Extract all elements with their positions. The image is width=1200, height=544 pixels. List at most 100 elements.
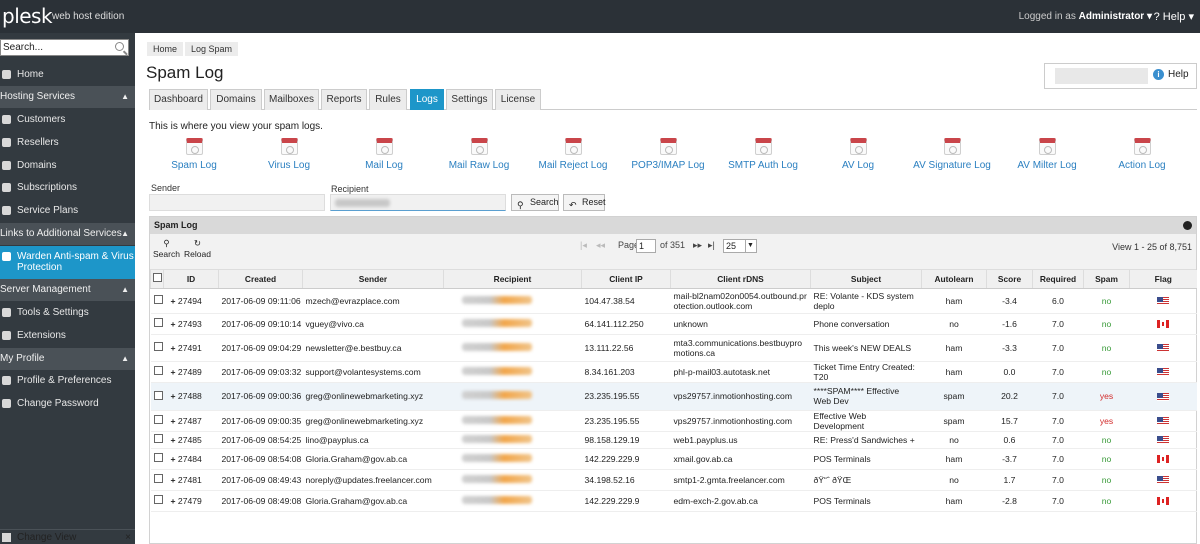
log-link-av-milter[interactable]: AV Milter Log (1002, 138, 1092, 171)
row-checkbox[interactable] (153, 318, 163, 327)
expand-icon[interactable]: + (170, 453, 176, 464)
column-header-id[interactable]: ID (163, 270, 219, 289)
tab-domains[interactable]: Domains (210, 89, 262, 110)
expand-icon[interactable]: + (170, 434, 176, 445)
first-page-icon[interactable]: |◂ (580, 240, 587, 250)
expand-icon[interactable]: + (170, 391, 176, 401)
column-header-created[interactable]: Created (218, 270, 303, 289)
log-link-action[interactable]: Action Log (1097, 138, 1187, 171)
table-row[interactable]: + 27485 2017-06-09 08:54:25 lino@payplus.c… (150, 431, 1197, 449)
column-header-spam[interactable]: Spam (1083, 270, 1130, 289)
select-all-checkbox[interactable] (152, 273, 162, 283)
search-icon[interactable] (115, 42, 124, 51)
log-link-virus[interactable]: Virus Log (244, 138, 334, 171)
table-row[interactable]: + 27484 2017-06-09 08:54:08 Gloria.Graham@… (150, 448, 1197, 470)
sidebar-item-change-password[interactable]: Change Password (0, 393, 135, 415)
sidebar-item-service-plans[interactable]: Service Plans (0, 200, 135, 222)
expand-icon[interactable]: + (170, 415, 176, 426)
prev-page-icon[interactable]: ◂◂ (596, 240, 606, 250)
row-checkbox[interactable] (153, 390, 163, 400)
breadcrumb-current[interactable]: Log Spam (185, 42, 239, 56)
next-page-icon[interactable]: ▸▸ (693, 240, 703, 250)
row-checkbox[interactable] (153, 295, 163, 304)
change-view-button[interactable]: Change View × (0, 529, 135, 544)
log-link-mail[interactable]: Mail Log (339, 138, 429, 171)
expand-icon[interactable]: + (170, 495, 176, 506)
sidebar-item-warden[interactable]: Warden Anti-spam & Virus Protection (0, 246, 135, 280)
tab-reports[interactable]: Reports (321, 89, 367, 110)
sidebar-item-resellers[interactable]: Resellers (0, 132, 135, 154)
log-link-av[interactable]: AV Log (813, 138, 903, 171)
sidebar-section-hosting[interactable]: Hosting Services ▲ (0, 86, 135, 108)
log-link-av-signature[interactable]: AV Signature Log (907, 138, 997, 171)
sidebar-item-tools[interactable]: Tools & Settings (0, 302, 135, 324)
column-header-client-ip[interactable]: Client IP (581, 270, 671, 289)
per-page-select[interactable]: 25 ▼ (723, 239, 757, 253)
tab-settings[interactable]: Settings (446, 89, 493, 110)
toolbar-reload-button[interactable]: ↻ Reload (184, 238, 211, 259)
sidebar-item-domains[interactable]: Domains (0, 155, 135, 177)
log-link-pop3-imap[interactable]: POP3/IMAP Log (623, 138, 713, 171)
sidebar-item-profile-prefs[interactable]: Profile & Preferences (0, 370, 135, 392)
row-checkbox[interactable] (153, 474, 163, 483)
sidebar-section-server[interactable]: Server Management ▲ (0, 279, 135, 301)
sidebar-section-links[interactable]: Links to Additional Services ▲ (0, 223, 135, 245)
table-row[interactable]: + 27479 2017-06-09 08:49:08 Gloria.Graham@… (150, 490, 1197, 512)
table-row[interactable]: + 27489 2017-06-09 09:03:32 support@volant… (150, 361, 1197, 383)
log-link-smtp-auth[interactable]: SMTP Auth Log (718, 138, 808, 171)
sender-input[interactable] (149, 194, 325, 211)
table-row[interactable]: + 27488 2017-06-09 09:00:36 greg@onlineweb… (150, 382, 1197, 411)
expand-icon[interactable]: + (170, 318, 176, 329)
row-checkbox[interactable] (153, 434, 163, 443)
sidebar-item-home[interactable]: Home (0, 64, 135, 86)
recipient-input[interactable] (330, 194, 506, 211)
last-page-icon[interactable]: ▸| (708, 240, 715, 250)
breadcrumb-home[interactable]: Home (147, 42, 184, 56)
table-row[interactable]: + 27494 2017-06-09 09:11:06 mzech@evrazpla… (150, 288, 1197, 314)
log-link-mail-reject[interactable]: Mail Reject Log (528, 138, 618, 171)
reset-button[interactable]: ↶ Reset (563, 194, 606, 211)
column-header-subject[interactable]: Subject (810, 270, 922, 289)
log-link-spam[interactable]: Spam Log (149, 138, 239, 171)
help-search-field[interactable] (1055, 68, 1148, 84)
table-row[interactable]: + 27481 2017-06-09 08:49:43 noreply@update… (150, 469, 1197, 491)
collapse-icon[interactable] (1183, 221, 1192, 230)
column-header-required[interactable]: Required (1032, 270, 1084, 289)
log-link-mail-raw[interactable]: Mail Raw Log (434, 138, 524, 171)
column-header-sender[interactable]: Sender (302, 270, 444, 289)
row-checkbox[interactable] (153, 366, 163, 375)
column-header-score[interactable]: Score (986, 270, 1033, 289)
column-header-recipient[interactable]: Recipient (443, 270, 582, 289)
page-number-input[interactable]: 1 (636, 239, 656, 253)
row-checkbox[interactable] (153, 415, 163, 424)
tab-mailboxes[interactable]: Mailboxes (264, 89, 319, 110)
sidebar-item-extensions[interactable]: Extensions (0, 325, 135, 347)
sidebar-section-profile[interactable]: My Profile ▲ (0, 348, 135, 370)
table-row[interactable]: + 27493 2017-06-09 09:10:14 vguey@vivo.ca 6… (150, 313, 1197, 335)
tab-license[interactable]: License (495, 89, 541, 110)
table-row[interactable]: + 27491 2017-06-09 09:04:29 newsletter@e.b… (150, 334, 1197, 362)
user-name[interactable]: Administrator ▾ (1078, 11, 1152, 22)
search-button[interactable]: ⚲ Search (511, 194, 559, 211)
user-menu[interactable]: Logged in as Administrator ▾ (1019, 11, 1152, 22)
sidebar-search-input[interactable]: Search... (0, 39, 129, 56)
column-header-autolearn[interactable]: Autolearn (921, 270, 987, 289)
close-icon[interactable]: × (125, 532, 131, 543)
row-checkbox[interactable] (153, 453, 163, 462)
expand-icon[interactable]: + (170, 474, 176, 485)
table-row[interactable]: + 27487 2017-06-09 09:00:35 greg@onlineweb… (150, 410, 1197, 432)
expand-icon[interactable]: + (170, 295, 176, 306)
row-checkbox[interactable] (153, 495, 163, 504)
tab-dashboard[interactable]: Dashboard (149, 89, 208, 110)
row-checkbox[interactable] (153, 342, 163, 351)
sidebar-item-customers[interactable]: Customers (0, 109, 135, 131)
toolbar-search-button[interactable]: ⚲ Search (153, 238, 180, 259)
help-menu[interactable]: ? Help ▾ (1153, 11, 1194, 23)
tab-rules[interactable]: Rules (369, 89, 407, 110)
sidebar-item-subscriptions[interactable]: Subscriptions (0, 177, 135, 199)
tab-logs[interactable]: Logs (410, 89, 444, 110)
info-icon[interactable]: i (1153, 69, 1164, 80)
plesk-logo[interactable]: plesk (2, 4, 53, 28)
expand-icon[interactable]: + (170, 342, 176, 353)
column-header-flag[interactable]: Flag (1129, 270, 1197, 289)
